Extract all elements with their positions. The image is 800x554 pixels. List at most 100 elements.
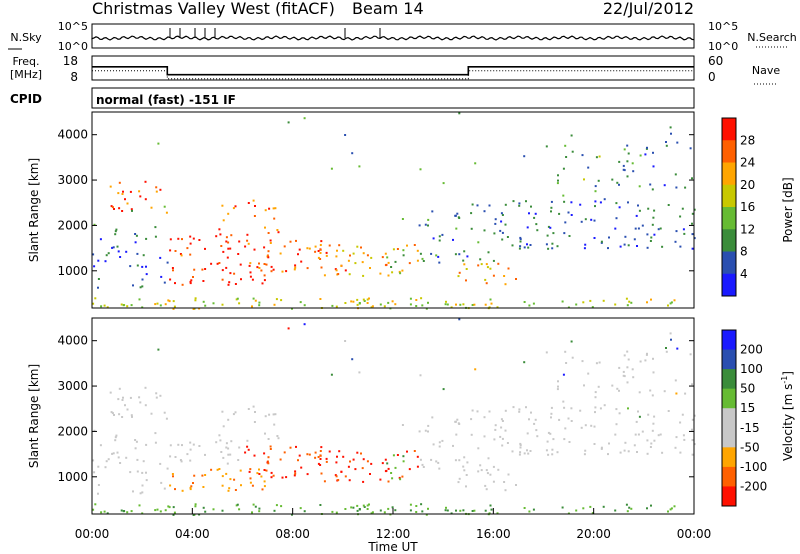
power-cell (351, 152, 354, 155)
velocity-cell (253, 421, 256, 423)
power-cell (667, 204, 670, 206)
velocity-cell (202, 506, 205, 509)
power-cell (154, 303, 157, 306)
power-cell (533, 216, 536, 219)
velocity-cell (105, 460, 108, 463)
freq-unit-label: [MHz] (10, 68, 42, 81)
power-cell (194, 297, 197, 300)
power-colorbar-swatch (722, 273, 736, 297)
velocity-cell (287, 327, 290, 330)
velocity-cell (557, 380, 559, 383)
power-cell (350, 300, 353, 303)
velocity-cell (172, 513, 175, 516)
power-cell (295, 239, 297, 242)
velocity-cell (139, 492, 142, 495)
velocity-cell (455, 433, 458, 436)
velocity-cell (603, 404, 606, 407)
power-y-label: Slant Range [km] (27, 158, 41, 262)
velocity-cell (299, 507, 302, 510)
power-cell (129, 190, 132, 193)
velocity-cell (639, 360, 642, 363)
velocity-cell (277, 437, 280, 440)
velocity-cell (431, 416, 434, 419)
velocity-cell (598, 361, 601, 364)
nsky-series (91, 28, 695, 41)
velocity-cell (379, 478, 382, 481)
velocity-cell (230, 440, 233, 443)
power-cell (335, 255, 338, 258)
velocity-cell (319, 450, 322, 452)
velocity-cell (117, 456, 120, 459)
power-cell (122, 304, 125, 307)
velocity-cell (523, 452, 526, 455)
power-cell (634, 227, 637, 230)
power-cell (155, 186, 158, 189)
velocity-cell (117, 398, 120, 401)
power-cell (484, 303, 487, 306)
velocity-cell (466, 461, 469, 464)
velocity-cell (293, 474, 296, 477)
power-cell (154, 235, 157, 238)
power-cell (418, 224, 421, 227)
power-cell (608, 236, 610, 239)
beam-label: Beam 14 (352, 0, 424, 18)
power-cell (665, 144, 668, 147)
power-cell (354, 262, 357, 265)
power-cell (437, 255, 440, 258)
power-cell (562, 194, 565, 197)
power-cell (379, 272, 382, 275)
power-cell (637, 227, 640, 230)
power-cell (445, 300, 447, 303)
power-colorbar-swatch (722, 140, 736, 163)
power-cell (391, 300, 394, 303)
velocity-cell (667, 510, 669, 513)
velocity-cell (356, 504, 359, 507)
velocity-cell (154, 441, 157, 444)
power-cell (584, 218, 587, 221)
power-cell (633, 238, 636, 241)
power-cell (614, 303, 617, 306)
velocity-cell (401, 424, 404, 426)
velocity-cell (384, 458, 387, 461)
power-cell (100, 305, 103, 308)
velocity-cell (150, 412, 153, 415)
power-cell (398, 270, 401, 273)
velocity-colorbar-tick-label: -200 (740, 479, 767, 493)
velocity-cell (684, 392, 687, 395)
velocity-cell (334, 474, 337, 477)
power-cell (220, 245, 223, 247)
power-cell (653, 209, 656, 212)
velocity-colorbar-swatch (722, 330, 736, 351)
nsearch-label: N.Search (747, 31, 797, 44)
power-cell (130, 304, 133, 307)
power-cell (277, 231, 280, 234)
power-cell (496, 306, 499, 309)
velocity-cell (130, 510, 133, 513)
velocity-cell (193, 474, 196, 477)
power-cell (652, 216, 655, 219)
power-cell (263, 279, 266, 282)
power-colorbar-swatch (722, 162, 736, 186)
velocity-cell (319, 454, 322, 457)
velocity-cell (591, 512, 594, 515)
velocity-cell (602, 505, 605, 508)
velocity-cell (342, 455, 345, 458)
velocity-cell (452, 444, 454, 447)
velocity-cell (192, 482, 194, 484)
velocity-cell (249, 468, 252, 471)
velocity-cell (564, 427, 567, 430)
power-cell (319, 248, 322, 251)
power-cell (669, 126, 672, 129)
velocity-cell (145, 471, 147, 474)
power-cell (267, 256, 270, 259)
velocity-cell (348, 479, 351, 482)
power-cell (150, 206, 153, 209)
velocity-cell (427, 424, 430, 427)
power-cell (386, 256, 389, 259)
power-cell (189, 242, 192, 245)
power-cell (387, 261, 390, 264)
power-cell (653, 233, 656, 236)
velocity-cell (103, 510, 106, 513)
power-cell (593, 219, 596, 222)
